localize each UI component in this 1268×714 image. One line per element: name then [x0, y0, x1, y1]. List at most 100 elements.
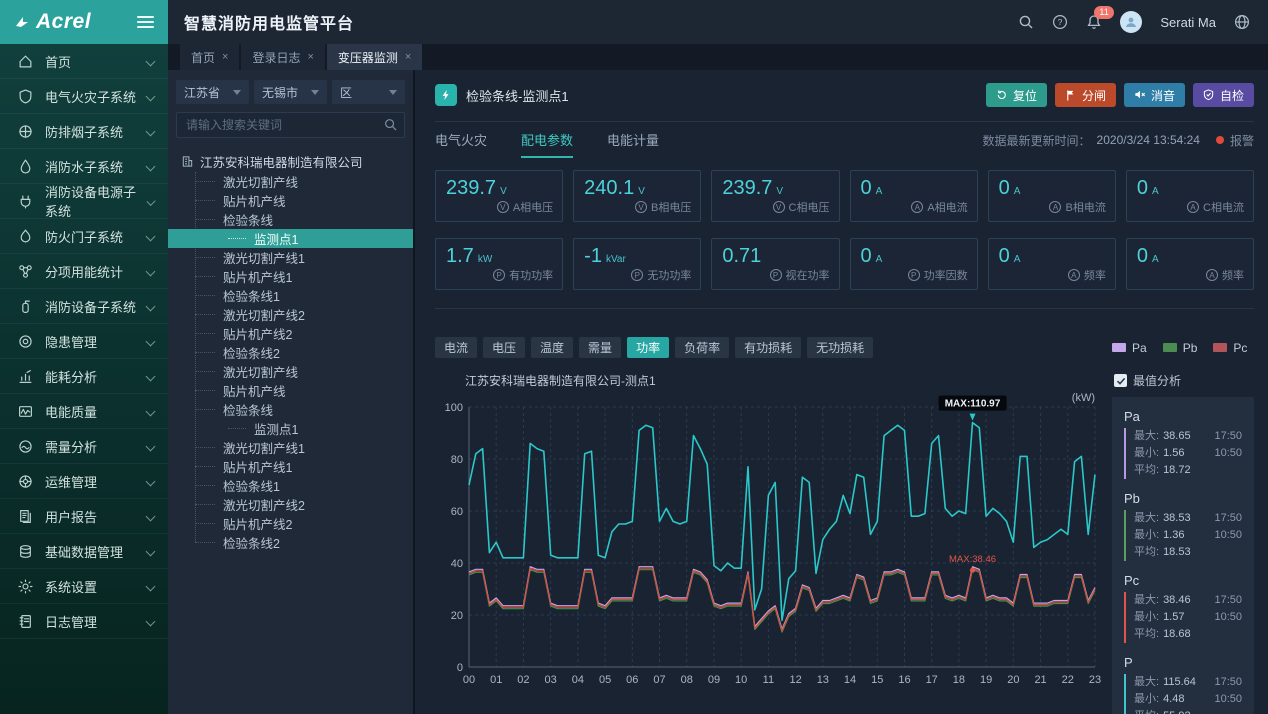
notifications-bell-icon[interactable]: 11 — [1086, 6, 1114, 30]
tree-item-label: 检验条线 — [223, 214, 274, 228]
tree-item-14[interactable]: 激光切割产线1 — [168, 438, 413, 457]
sidebar-item-label: 消防设备电源子系统 — [45, 185, 137, 219]
close-tab-icon[interactable]: × — [222, 51, 229, 63]
globe-icon[interactable] — [1234, 14, 1250, 30]
close-tab-icon[interactable]: × — [307, 51, 314, 63]
window-tab-1[interactable]: 登录日志 × — [241, 44, 325, 70]
tree-company-node[interactable]: 江苏安科瑞电器制造有限公司 — [168, 150, 413, 172]
sidebar-item-14[interactable]: 基础数据管理 — [0, 534, 168, 569]
tree-item-6[interactable]: 检验条线1 — [168, 286, 413, 305]
tree-item-3[interactable]: 监测点1 — [168, 229, 413, 248]
action-button-1[interactable]: 分闸 — [1054, 83, 1116, 107]
sidebar-item-11[interactable]: 需量分析 — [0, 429, 168, 464]
sidebar-item-13[interactable]: 用户报告 — [0, 499, 168, 534]
tree-company-label: 江苏安科瑞电器制造有限公司 — [200, 155, 363, 170]
sidebar-item-5[interactable]: 防火门子系统 — [0, 219, 168, 254]
tab-2[interactable]: 电能计量 — [607, 132, 660, 148]
metric-badge-icon: P — [493, 269, 506, 281]
province-select[interactable]: 江苏省 — [176, 80, 249, 104]
tree-item-11[interactable]: 贴片机产线 — [168, 381, 413, 400]
tree-item-19[interactable]: 检验条线2 — [168, 533, 413, 552]
sidebar-item-8[interactable]: 隐患管理 — [0, 324, 168, 359]
window-tab-2[interactable]: 变压器监测 × — [326, 44, 423, 70]
legend-item-Pc[interactable]: Pc — [1213, 341, 1247, 355]
chart-tab-4[interactable]: 功率 — [627, 337, 670, 358]
sidebar-item-3[interactable]: 消防水子系统 — [0, 149, 168, 184]
metric-card: 0 A A 频率 — [987, 238, 1116, 290]
tree-list: 激光切割产线 贴片机产线 检验条线 监测点1 激光切割产线1 贴片机产线1 检验条线1 激光切… — [168, 172, 413, 552]
avatar[interactable] — [1120, 11, 1143, 33]
tab-0[interactable]: 电气火灾 — [435, 132, 488, 148]
search-input[interactable] — [176, 112, 405, 138]
tree-item-9[interactable]: 检验条线2 — [168, 343, 413, 362]
metric-unit: A — [875, 186, 883, 197]
tree-item-label: 检验条线1 — [223, 480, 280, 494]
tree-item-12[interactable]: 检验条线 — [168, 400, 413, 419]
legend-item-Pb[interactable]: Pb — [1162, 341, 1197, 355]
sidebar-item-12[interactable]: 运维管理 — [0, 464, 168, 499]
tree-item-15[interactable]: 贴片机产线1 — [168, 457, 413, 476]
svg-text:00: 00 — [463, 674, 475, 686]
user-name[interactable]: Serati Ma — [1160, 14, 1216, 30]
close-tab-icon[interactable]: × — [404, 51, 412, 63]
stats-series-name: Pa — [1124, 409, 1140, 424]
svg-text:19: 19 — [980, 674, 992, 686]
stat-value: 1.56 — [1163, 447, 1185, 459]
chart-tab-7[interactable]: 无功损耗 — [807, 337, 874, 358]
chart-tab-0[interactable]: 电流 — [435, 337, 478, 358]
sidebar-item-7[interactable]: 消防设备子系统 — [0, 289, 168, 324]
tree-item-13[interactable]: 监测点1 — [168, 419, 413, 438]
tree-item-18[interactable]: 贴片机产线2 — [168, 514, 413, 533]
tree-item-5[interactable]: 贴片机产线1 — [168, 267, 413, 286]
search-icon[interactable] — [1018, 14, 1034, 30]
help-icon[interactable]: ? — [1052, 14, 1068, 30]
action-button-2[interactable]: 消音 — [1123, 83, 1185, 107]
stats-row: 最小: 1.36 10:50 — [1134, 527, 1242, 544]
tree-item-4[interactable]: 激光切割产线1 — [168, 248, 413, 267]
legend-item-Pa[interactable]: Pa — [1112, 341, 1147, 355]
svg-text:02: 02 — [517, 674, 529, 686]
sidebar-item-1[interactable]: 电气火灾子系统 — [0, 79, 168, 114]
tree-item-17[interactable]: 激光切割产线2 — [168, 495, 413, 514]
sidebar-item-16[interactable]: 日志管理 — [0, 604, 168, 639]
tree-item-2[interactable]: 检验条线 — [168, 210, 413, 229]
sidebar-item-15[interactable]: 系统设置 — [0, 569, 168, 604]
chart-tab-6[interactable]: 有功损耗 — [735, 337, 802, 358]
sidebar-item-4[interactable]: 消防设备电源子系统 — [0, 184, 168, 219]
search-icon[interactable] — [384, 118, 397, 131]
action-button-label: 复位 — [1012, 88, 1037, 103]
sidebar-item-6[interactable]: 分项用能统计 — [0, 254, 168, 289]
divider — [435, 121, 1254, 122]
max-analysis-toggle[interactable]: 最值分析 — [1114, 372, 1254, 389]
svg-text:100: 100 — [445, 402, 463, 414]
chart-tab-2[interactable]: 温度 — [531, 337, 574, 358]
tree-item-10[interactable]: 激光切割产线 — [168, 362, 413, 381]
city-select[interactable]: 无锡市 — [254, 80, 327, 104]
action-button-3[interactable]: 自检 — [1192, 83, 1254, 107]
tree-item-16[interactable]: 检验条线1 — [168, 476, 413, 495]
menu-toggle-icon[interactable] — [137, 16, 154, 28]
district-select[interactable]: 区 — [332, 80, 405, 104]
sidebar-item-0[interactable]: 首页 — [0, 44, 168, 79]
tab-1[interactable]: 配电参数 — [521, 122, 574, 158]
svg-text:04: 04 — [572, 674, 584, 686]
tree-item-0[interactable]: 激光切割产线 — [168, 172, 413, 191]
window-tab-0[interactable]: 首页 × — [180, 44, 240, 70]
stat-key: 最大: — [1134, 512, 1160, 524]
tree-item-1[interactable]: 贴片机产线 — [168, 191, 413, 210]
action-button-0[interactable]: 复位 — [985, 83, 1047, 107]
tree-item-8[interactable]: 贴片机产线2 — [168, 324, 413, 343]
checkbox-checked-icon[interactable] — [1114, 374, 1127, 387]
chart-tab-3[interactable]: 需量 — [579, 337, 622, 358]
line-chart: 0 20 40 60 80 100 00 01 02 03 04 05 06 07 08 09 10 11 12 13… — [435, 391, 1104, 693]
sidebar-item-10[interactable]: 电能质量 — [0, 394, 168, 429]
sidebar-item-9[interactable]: 能耗分析 — [0, 359, 168, 394]
stat-value: 55.92 — [1163, 708, 1191, 714]
stat-time: 17:50 — [1214, 512, 1242, 524]
chart-tab-5[interactable]: 负荷率 — [675, 337, 730, 358]
tree-item-7[interactable]: 激光切割产线2 — [168, 305, 413, 324]
sidebar-item-2[interactable]: 防排烟子系统 — [0, 114, 168, 149]
chart-tab-1[interactable]: 电压 — [483, 337, 526, 358]
